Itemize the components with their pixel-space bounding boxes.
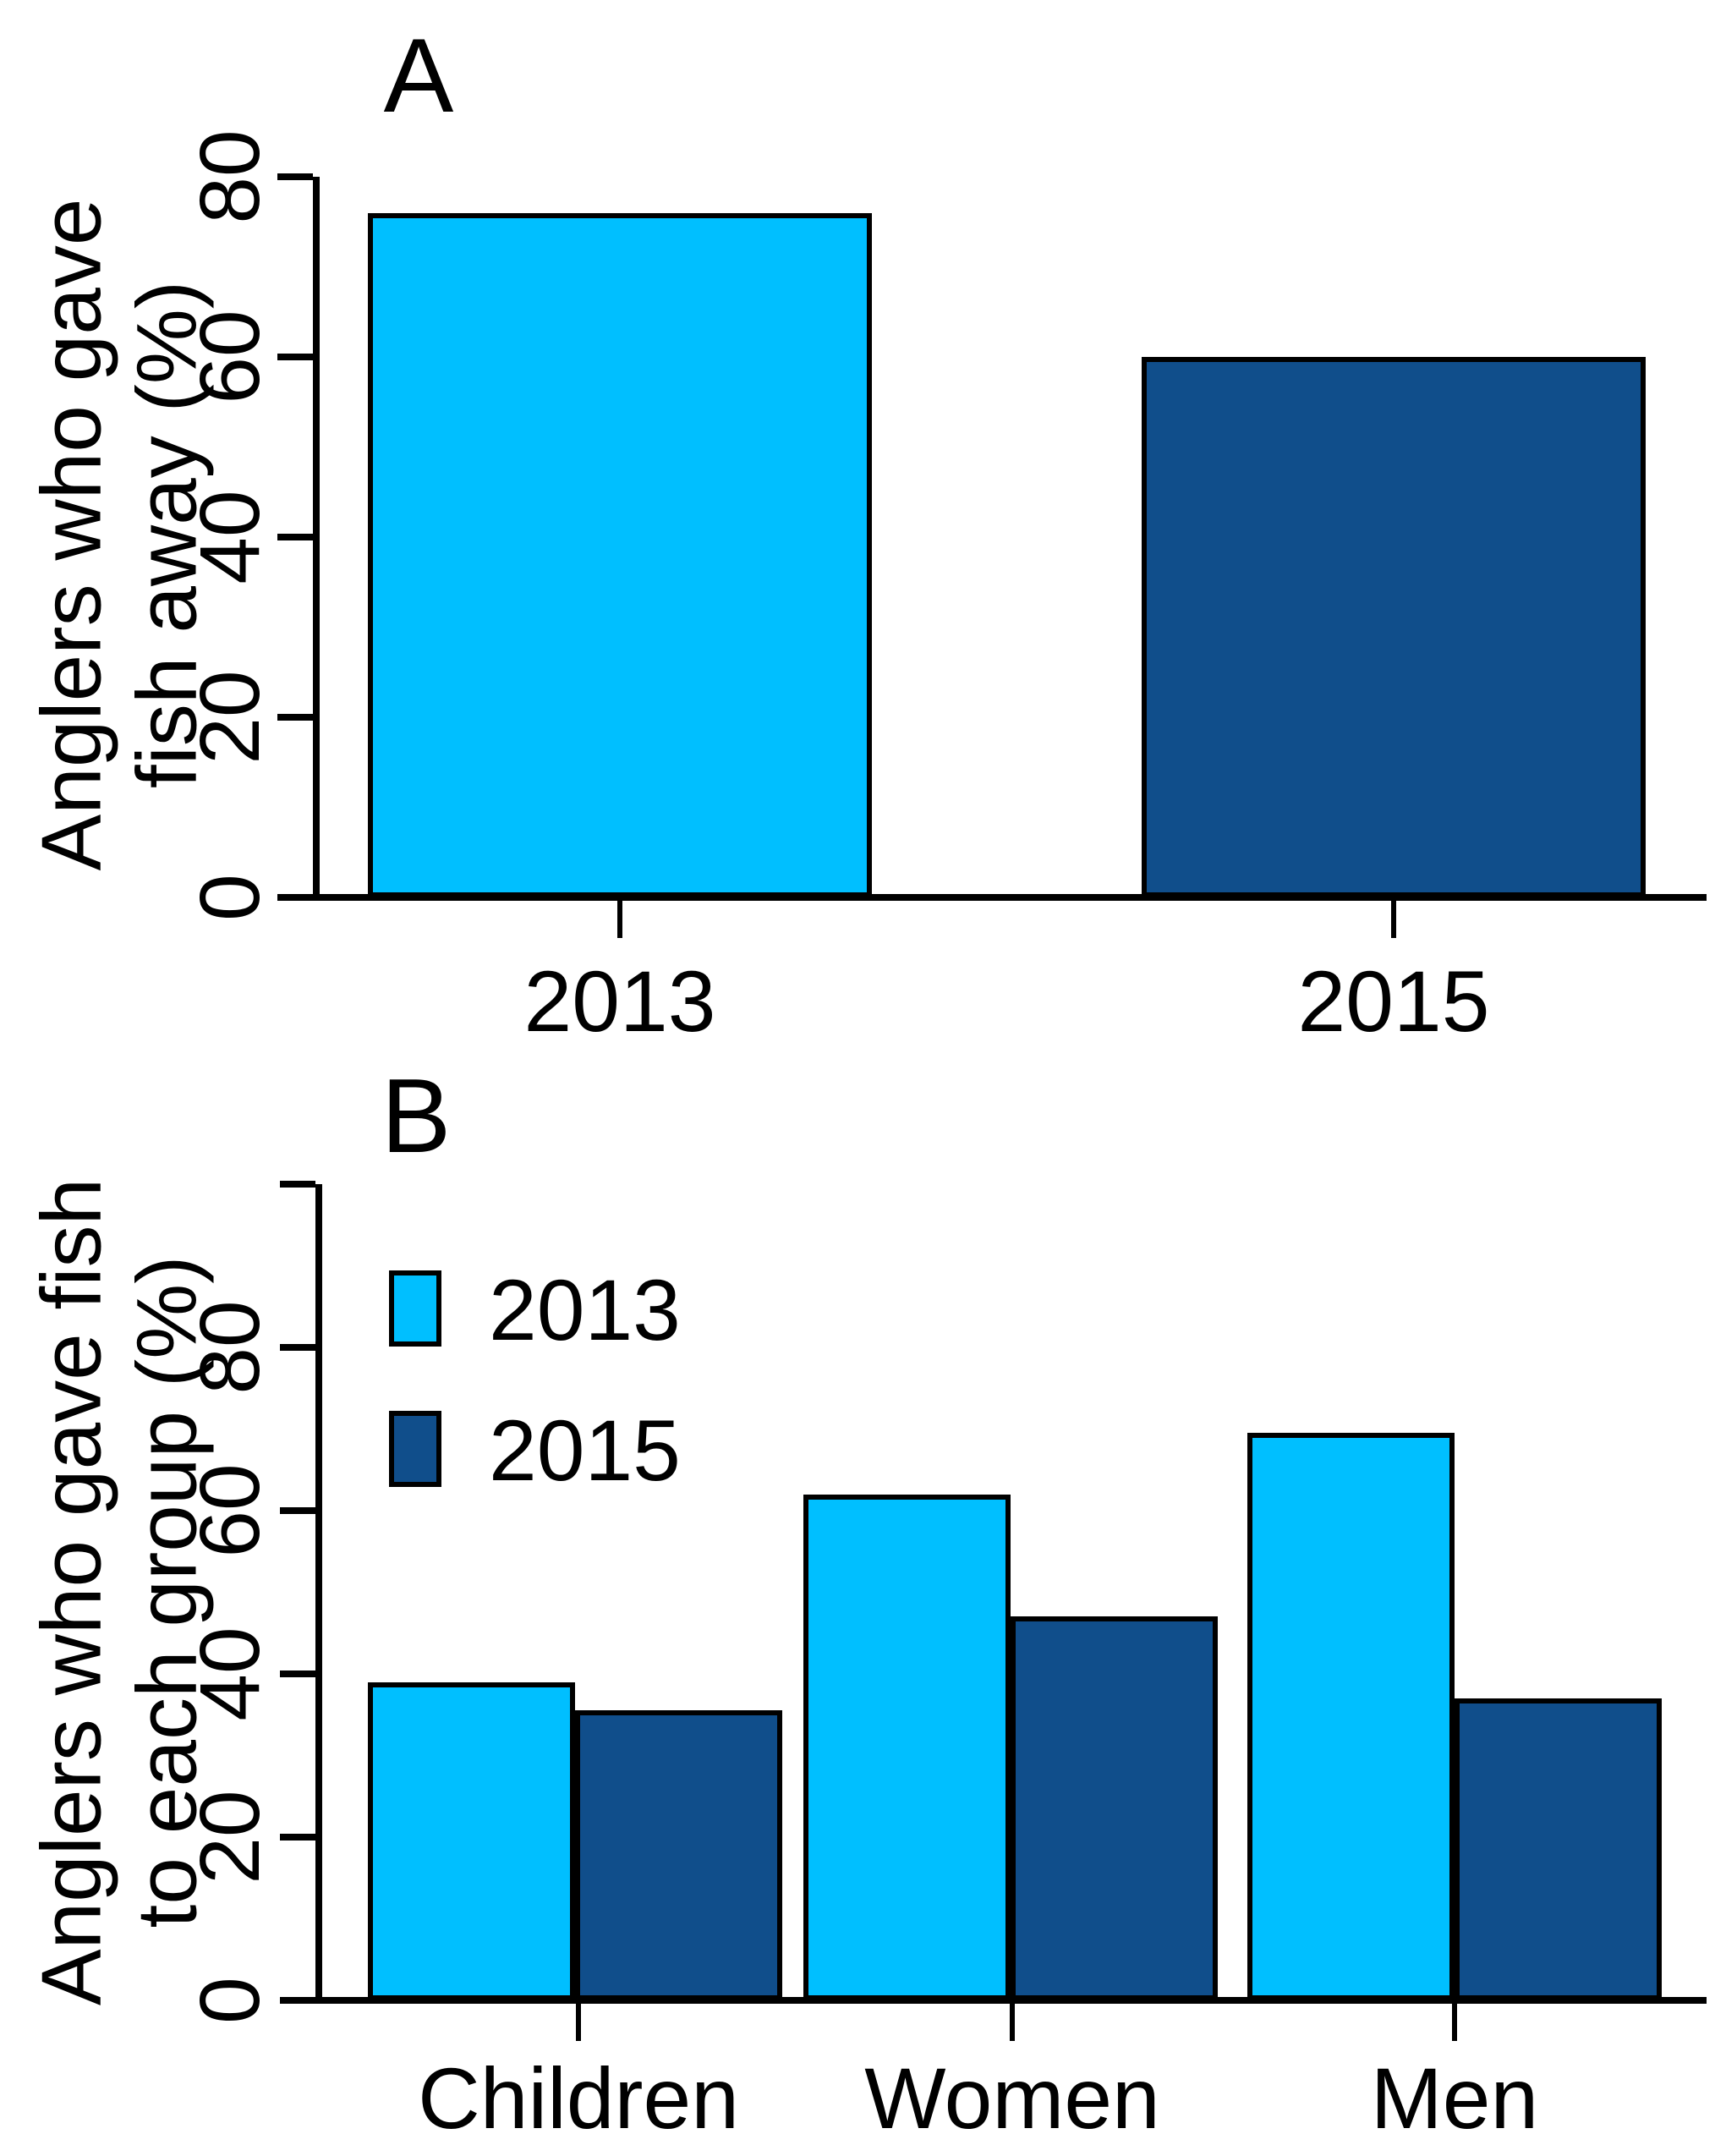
y-axis-line [315,1184,322,2004]
y-tick [280,1344,315,1351]
panel-a-category-2015: 2015 [1297,953,1490,1050]
bar-children-2013 [368,1681,575,2000]
x-tick [1391,901,1396,938]
y-tick-label: 0 [183,874,277,921]
y-tick [280,1670,315,1677]
panel-b-letter: B [381,1058,452,1175]
bar-men-2013 [1247,1433,1455,2000]
legend-label-2013: 2013 [489,1262,681,1358]
y-tick-label: 60 [183,310,277,404]
legend-label-2015: 2015 [489,1402,681,1499]
legend-swatch-2015 [389,1411,441,1487]
y-tick [280,1507,315,1514]
x-tick [576,2004,581,2041]
bar-women-2015 [1011,1616,1218,2000]
y-tick-label: 0 [183,1977,277,2024]
x-tick [1010,2004,1015,2041]
panel-a-ylabel-line1: Anglers who gave [24,198,119,871]
y-tick [277,354,313,360]
legend-swatch-2013 [389,1270,441,1347]
panel-a-category-2013: 2013 [523,953,716,1050]
y-tick [277,714,313,721]
y-tick-label: 40 [183,490,277,584]
bar-2015 [1142,357,1646,897]
y-tick-unlabeled [280,1181,315,1188]
x-tick [1452,2004,1457,2041]
x-axis-line [282,1997,1707,2004]
y-tick [277,173,313,180]
panel-b-category-children: Children [418,2050,739,2147]
bar-men-2015 [1455,1698,1662,2000]
y-tick-label: 20 [183,670,277,765]
x-tick [617,901,622,938]
bar-children-2015 [575,1710,782,2000]
bar-2013 [368,212,872,897]
y-tick-label: 60 [183,1463,277,1558]
y-tick [280,1834,315,1841]
y-tick-label: 40 [183,1627,277,1721]
panel-b-ylabel-line1: Anglers who gave fish [24,1177,119,2006]
y-tick [277,534,313,540]
panel-a-letter: A [383,18,454,134]
panel-b-category-women: Women [864,2050,1160,2147]
x-axis-line [282,894,1707,901]
y-tick-label: 80 [183,1300,277,1395]
y-tick-label: 80 [183,129,277,224]
bar-women-2013 [803,1494,1011,2000]
panel-b-category-men: Men [1370,2050,1539,2147]
y-tick-label: 20 [183,1790,277,1884]
y-axis-line [313,177,320,901]
